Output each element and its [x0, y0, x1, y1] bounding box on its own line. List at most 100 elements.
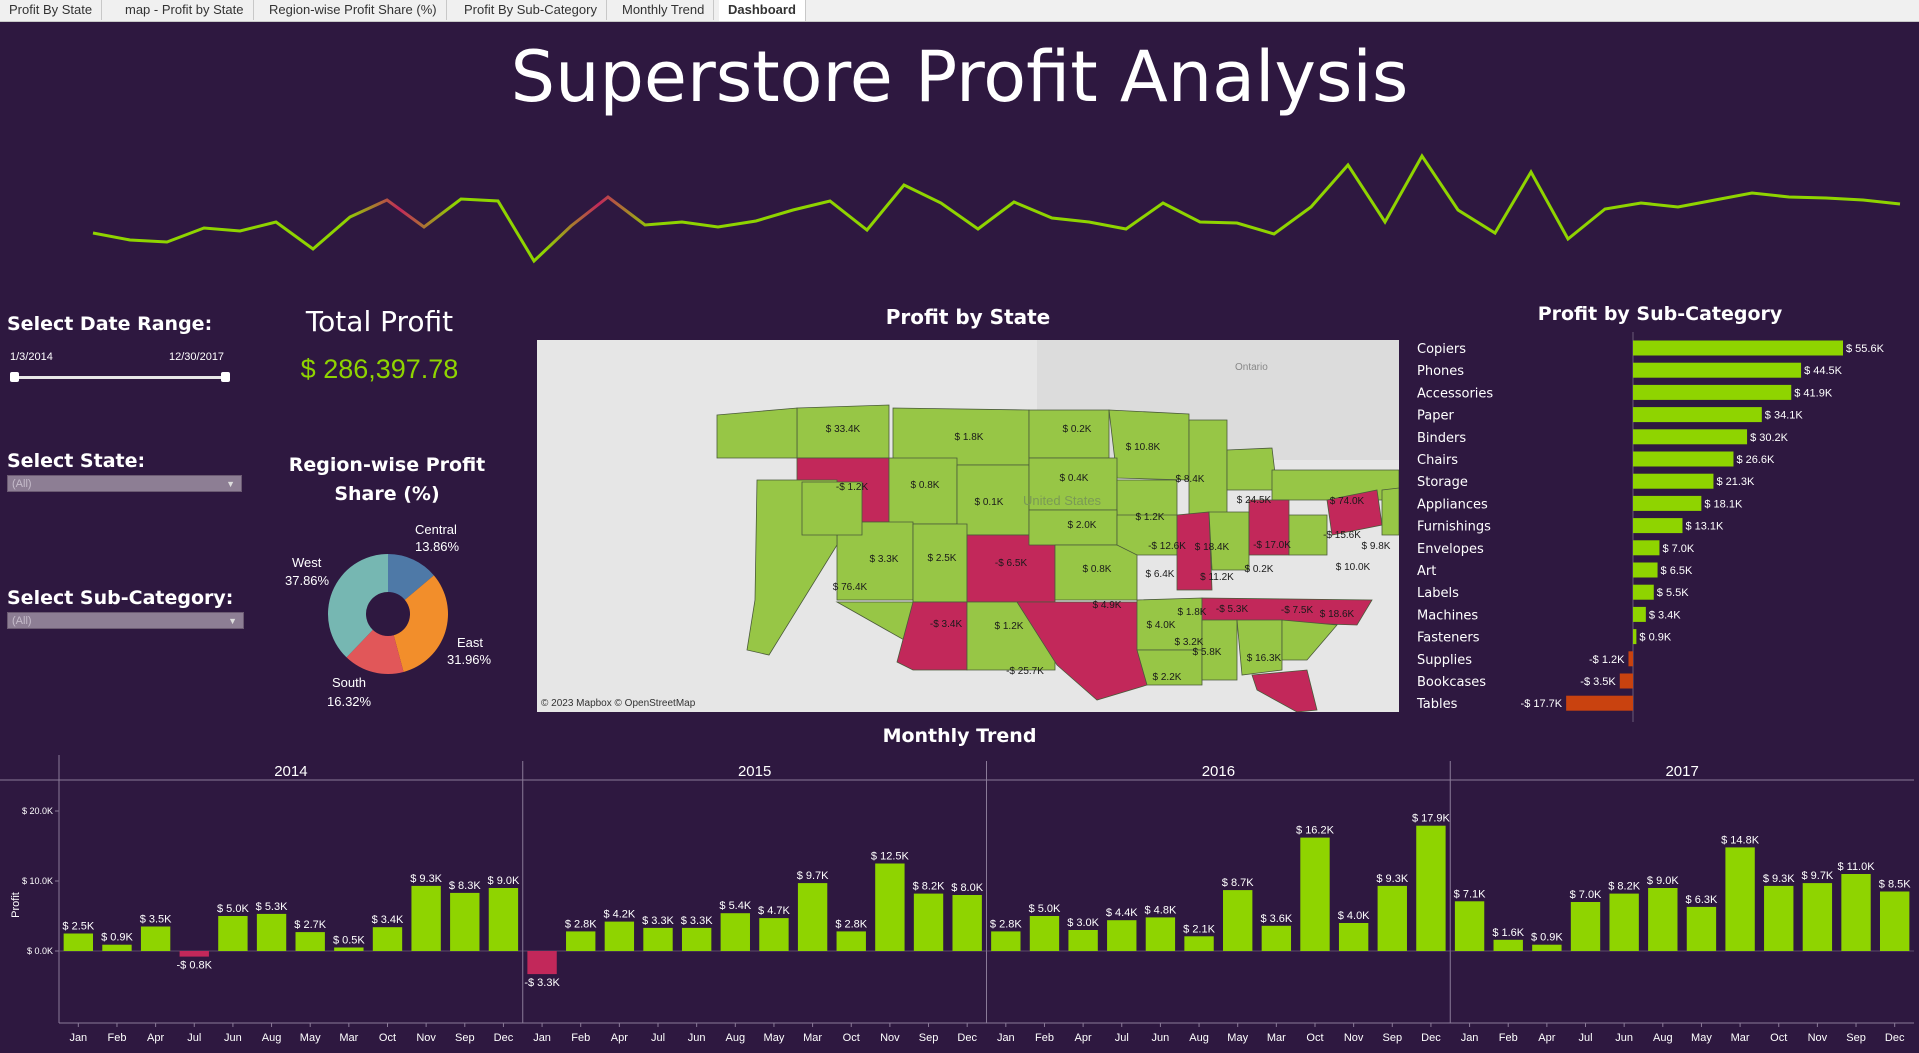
trend-bar[interactable] [1879, 891, 1910, 952]
trend-bar[interactable] [1493, 939, 1523, 951]
date-range-start-handle[interactable] [10, 372, 19, 382]
subcategory-name: Chairs [1417, 453, 1458, 468]
subcategory-bar[interactable] [1633, 562, 1658, 578]
state-profit-label: $ 18.6K [1320, 609, 1355, 620]
trend-bar[interactable] [720, 913, 750, 951]
trend-bar[interactable] [836, 931, 866, 951]
trend-bar[interactable] [179, 951, 209, 957]
trend-bar[interactable] [1377, 885, 1407, 951]
trend-bar[interactable] [1029, 916, 1060, 951]
subcategory-bar[interactable] [1633, 629, 1637, 645]
sparkline-path [92, 153, 1901, 264]
trend-month-label: Aug [726, 1032, 746, 1044]
tab-profit-by-state[interactable]: Profit By State [0, 0, 103, 20]
trend-bar[interactable] [102, 944, 132, 951]
trend-bar[interactable] [411, 885, 441, 951]
subcategory-bar[interactable] [1633, 473, 1714, 489]
trend-bar[interactable] [1416, 825, 1446, 951]
state-profit-label: -$ 1.2K [836, 482, 869, 493]
subcategory-bar[interactable] [1566, 695, 1633, 711]
trend-bar[interactable] [1648, 888, 1678, 951]
trend-bar[interactable] [1145, 917, 1176, 951]
trend-bar[interactable] [1686, 906, 1717, 951]
subcategory-bar[interactable] [1633, 451, 1734, 467]
profit-by-state-map[interactable]: Ontario [537, 340, 1399, 712]
subcategory-bar[interactable] [1633, 362, 1802, 378]
subcategory-bar[interactable] [1633, 340, 1843, 356]
trend-value-label: $ 2.5K [62, 921, 94, 933]
subcategory-bar[interactable] [1628, 651, 1633, 667]
subcategory-bar[interactable] [1633, 584, 1654, 600]
trend-bar[interactable] [1454, 901, 1485, 951]
trend-bar[interactable] [527, 951, 557, 975]
trend-bar[interactable] [218, 916, 248, 951]
trend-bar[interactable] [63, 933, 94, 952]
trend-value-label: $ 3.0K [1067, 917, 1099, 929]
trend-bar[interactable] [604, 921, 635, 951]
trend-bar[interactable] [1261, 925, 1292, 951]
state-filter-dropdown[interactable]: (All) ▼ [7, 475, 242, 492]
trend-bar[interactable] [1570, 902, 1601, 951]
trend-bar[interactable] [295, 932, 325, 951]
trend-bar[interactable] [952, 895, 982, 951]
tab-monthly-trend[interactable]: Monthly Trend [613, 0, 715, 20]
trend-bar[interactable] [1725, 847, 1755, 951]
trend-bar[interactable] [1068, 930, 1098, 951]
trend-bar[interactable] [681, 927, 712, 951]
trend-bar[interactable] [566, 931, 596, 951]
trend-bar[interactable] [372, 927, 403, 951]
trend-bar[interactable] [1223, 890, 1253, 951]
trend-bar[interactable] [1532, 944, 1562, 951]
trend-bar[interactable] [450, 892, 480, 951]
subcategory-bar[interactable] [1633, 407, 1762, 423]
trend-bar[interactable] [488, 888, 519, 951]
trend-bar[interactable] [875, 863, 905, 952]
trend-bar[interactable] [797, 883, 828, 951]
trend-bar[interactable] [913, 893, 944, 951]
trend-bar[interactable] [1764, 885, 1794, 951]
trend-bar[interactable] [991, 931, 1021, 951]
subcategory-bar[interactable] [1619, 673, 1633, 689]
map-place-ontario: Ontario [1235, 362, 1268, 373]
date-range-end-handle[interactable] [221, 372, 230, 382]
subcategory-bar[interactable] [1633, 518, 1683, 534]
tab-dashboard[interactable]: Dashboard [719, 0, 806, 21]
trend-bar[interactable] [643, 927, 673, 951]
donut-label-south: South [332, 675, 366, 690]
trend-bar[interactable] [334, 947, 364, 952]
state-filter-label: Select State: [7, 450, 146, 472]
trend-bar[interactable] [1338, 923, 1369, 951]
trend-bar[interactable] [759, 918, 789, 951]
trend-bar[interactable] [1841, 874, 1871, 951]
subcategory-bar[interactable] [1633, 495, 1702, 511]
tab-profit-by-sub-category[interactable]: Profit By Sub-Category [455, 0, 607, 20]
trend-value-label: $ 16.2K [1296, 825, 1335, 837]
donut-slice-south[interactable] [346, 629, 404, 674]
trend-bar[interactable] [256, 913, 287, 951]
donut-slice-east[interactable] [393, 575, 448, 672]
trend-bar[interactable] [1107, 920, 1137, 951]
subcategory-bar[interactable] [1633, 429, 1748, 445]
subcategory-bar[interactable] [1633, 540, 1660, 556]
tab-map-profit-by-state[interactable]: map - Profit by State [116, 0, 254, 20]
tab-region-wise-profit-share[interactable]: Region-wise Profit Share (%) [260, 0, 447, 20]
subcategory-bar[interactable] [1633, 384, 1792, 400]
trend-bar[interactable] [1802, 883, 1833, 951]
trend-bar[interactable] [1609, 893, 1639, 951]
subcategory-value-label: $ 34.1K [1765, 410, 1804, 422]
state-profit-label: $ 1.2K [995, 621, 1024, 632]
subcategory-filter-dropdown[interactable]: (All) ▼ [7, 612, 244, 629]
date-range-slider-track[interactable] [13, 376, 227, 379]
trend-month-label: Feb [1499, 1032, 1518, 1044]
trend-bar[interactable] [1300, 837, 1330, 951]
state-profit-label: $ 24.5K [1237, 495, 1272, 506]
donut-slice-central[interactable] [388, 554, 434, 600]
subcategory-value-label: $ 18.1K [1704, 498, 1743, 510]
state-profit-label: $ 2.5K [928, 553, 957, 564]
donut-slice-west[interactable] [328, 554, 388, 658]
trend-bar[interactable] [1184, 936, 1214, 951]
trend-bar[interactable] [140, 926, 171, 952]
region-donut-chart: Central 13.86% East 31.96% South 16.32% … [285, 522, 492, 709]
subcategory-bar[interactable] [1633, 606, 1646, 622]
trend-value-label: $ 5.0K [217, 903, 249, 915]
